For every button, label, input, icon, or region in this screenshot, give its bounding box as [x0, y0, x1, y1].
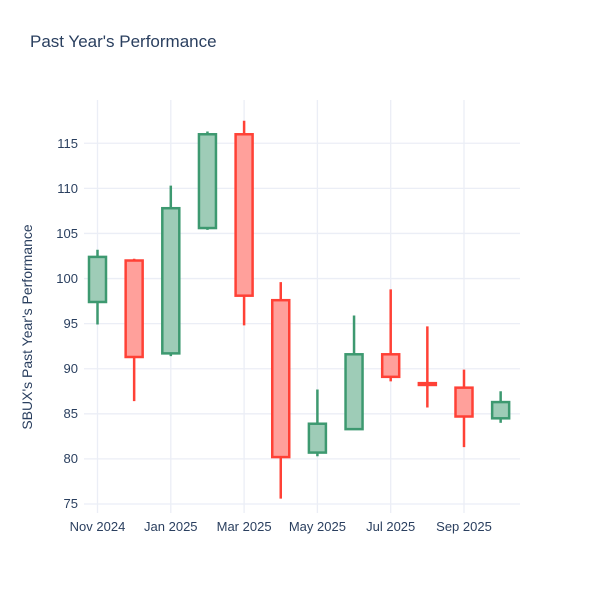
y-tick-label: 110: [57, 180, 78, 196]
candle-body: [124, 259, 144, 359]
candle-mar-2025[interactable]: [234, 120, 254, 326]
y-tick-label: 95: [63, 316, 78, 332]
candle-body: [417, 381, 438, 387]
candle-jul-2025[interactable]: [380, 289, 401, 382]
y-tick-label: 100: [56, 271, 78, 287]
x-tick-label: Sep 2025: [436, 519, 492, 534]
y-tick-label: 105: [56, 225, 78, 241]
candle-body: [161, 206, 181, 355]
y-tick-label: 115: [57, 135, 78, 151]
candle-body: [271, 298, 291, 459]
candle-sep-2025[interactable]: [454, 369, 474, 448]
x-tick-label: Jul 2025: [366, 519, 416, 534]
candle-body: [344, 353, 364, 431]
candle-body: [454, 386, 474, 418]
candle-feb-2025[interactable]: [197, 131, 218, 230]
candle-body: [234, 133, 254, 297]
y-tick-label: 80: [63, 451, 78, 467]
x-tick-label: Nov 2024: [69, 519, 126, 534]
x-tick-label: Jan 2025: [144, 519, 198, 534]
candle-apr-2025[interactable]: [271, 282, 291, 499]
y-tick-label: 75: [63, 496, 78, 512]
chart-title: Past Year's Performance: [30, 32, 217, 51]
x-tick-label: May 2025: [288, 519, 346, 534]
candle-body: [87, 255, 108, 304]
y-tick-label: 85: [63, 406, 78, 422]
candle-body: [490, 400, 511, 420]
candle-body: [197, 133, 218, 230]
candle-body: [380, 353, 401, 379]
candle-oct-2025[interactable]: [490, 391, 511, 423]
candle-may-2025[interactable]: [307, 389, 328, 457]
candle-aug-2025[interactable]: [417, 326, 438, 408]
candle-dec-2024[interactable]: [124, 258, 144, 402]
x-tick-label: Mar 2025: [216, 519, 272, 534]
candle-nov-2024[interactable]: [87, 249, 108, 325]
candle-jan-2025[interactable]: [161, 185, 181, 357]
candle-jun-2025[interactable]: [344, 315, 364, 431]
y-tick-label: 90: [63, 361, 78, 377]
candle-body: [307, 422, 328, 454]
